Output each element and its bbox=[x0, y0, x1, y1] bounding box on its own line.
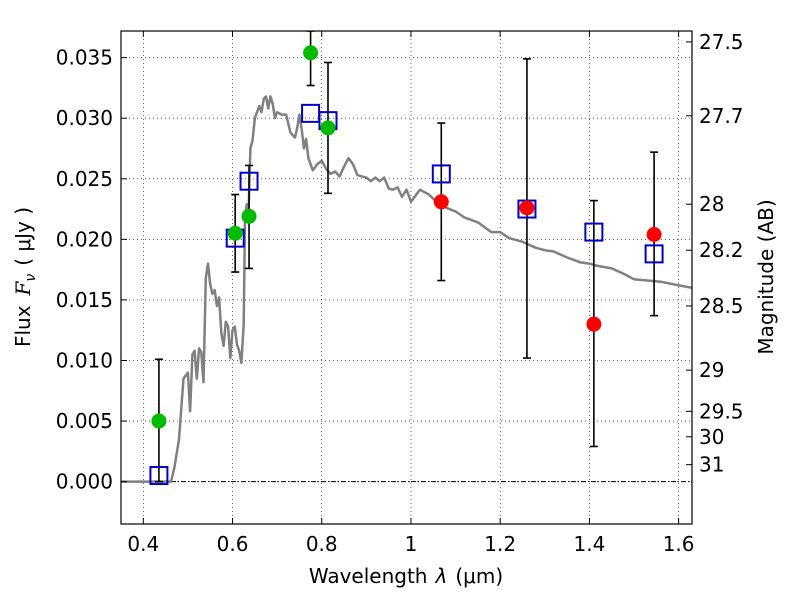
ir-flux-point bbox=[646, 226, 662, 242]
model-photometry-square bbox=[584, 222, 604, 242]
y-tick-label: 0.025 bbox=[56, 167, 113, 191]
plot-frame bbox=[120, 30, 693, 525]
optical-flux-point bbox=[227, 225, 243, 241]
mag-tick-label: 29.5 bbox=[699, 399, 744, 423]
y-tick-label: 0.000 bbox=[56, 470, 113, 494]
mag-tick-label: 30 bbox=[699, 425, 724, 449]
ir-flux-point bbox=[519, 200, 535, 216]
y-axis-title: FluxFν( μJy ) bbox=[11, 207, 39, 347]
axis-ticks: 0.4 0.6 0.8 1 1.2 1.4 1.6 0.000 0.005 0.010 0.015 0… bbox=[56, 30, 744, 556]
mag-tick-label: 31 bbox=[699, 453, 724, 477]
x-tick-label: 0.4 bbox=[127, 532, 159, 556]
x-tick-label: 1 bbox=[405, 532, 418, 556]
mag-tick-label: 29 bbox=[699, 358, 724, 382]
model-photometry-square bbox=[149, 466, 169, 486]
y-tick-label: 0.015 bbox=[56, 288, 113, 312]
y2-axis-title: Magnitude (AB) bbox=[754, 199, 778, 354]
model-photometry-square bbox=[239, 171, 259, 191]
series-layer bbox=[121, 31, 692, 486]
x-tick-label: 1.6 bbox=[663, 532, 695, 556]
mag-tick-label: 28 bbox=[699, 192, 724, 216]
x-axis-title: Wavelength λ (μm) bbox=[309, 564, 503, 588]
model-photometry-square bbox=[431, 164, 451, 184]
optical-flux-point bbox=[151, 413, 167, 429]
x-tick-label: 0.6 bbox=[217, 532, 249, 556]
y-tick-label: 0.020 bbox=[56, 227, 113, 251]
optical-flux-point bbox=[320, 120, 336, 136]
mag-tick-label: 28.5 bbox=[699, 294, 744, 318]
optical-flux-point bbox=[241, 208, 257, 224]
ir-flux-point bbox=[433, 194, 449, 210]
y-tick-label: 0.030 bbox=[56, 106, 113, 130]
model-photometry-square bbox=[644, 244, 664, 264]
y-tick-label: 0.035 bbox=[56, 46, 113, 70]
sed-model-line bbox=[121, 95, 692, 483]
mag-tick-label: 27.5 bbox=[699, 30, 744, 54]
y-tick-label: 0.005 bbox=[56, 409, 113, 433]
model-photometry-square bbox=[301, 103, 321, 123]
y-tick-label: 0.010 bbox=[56, 348, 113, 372]
ir-flux-point bbox=[586, 316, 602, 332]
mag-tick-label: 27.7 bbox=[699, 104, 744, 128]
optical-flux-point bbox=[303, 45, 319, 61]
mag-tick-label: 28.2 bbox=[699, 238, 744, 262]
x-tick-label: 1.4 bbox=[573, 532, 605, 556]
x-tick-label: 0.8 bbox=[306, 532, 338, 556]
x-tick-label: 1.2 bbox=[484, 532, 516, 556]
